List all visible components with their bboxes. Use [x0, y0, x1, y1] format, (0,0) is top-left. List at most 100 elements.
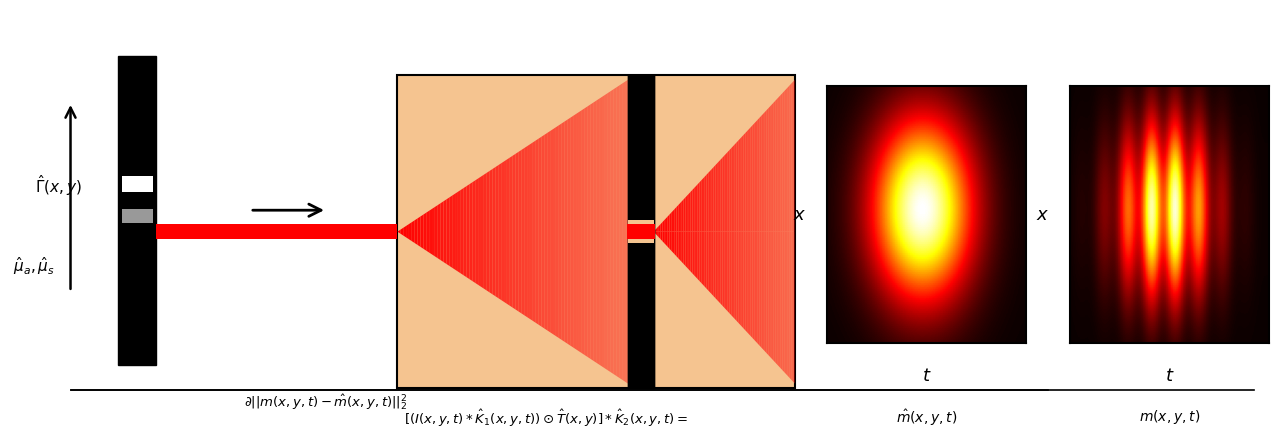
Polygon shape	[735, 232, 737, 321]
Polygon shape	[679, 232, 682, 262]
Polygon shape	[568, 118, 570, 346]
Polygon shape	[756, 232, 758, 344]
Polygon shape	[679, 201, 682, 232]
Polygon shape	[582, 108, 585, 355]
Polygon shape	[786, 88, 787, 232]
Polygon shape	[668, 232, 669, 249]
Polygon shape	[751, 232, 753, 338]
Polygon shape	[449, 196, 453, 268]
Polygon shape	[603, 95, 605, 369]
Polygon shape	[759, 232, 762, 347]
Polygon shape	[533, 141, 536, 323]
Polygon shape	[487, 171, 490, 293]
Polygon shape	[712, 232, 714, 296]
Polygon shape	[706, 232, 709, 290]
Polygon shape	[770, 232, 772, 359]
Polygon shape	[478, 177, 481, 287]
Polygon shape	[763, 112, 765, 232]
Polygon shape	[742, 232, 744, 329]
Polygon shape	[770, 104, 772, 232]
Polygon shape	[740, 137, 742, 232]
Polygon shape	[767, 108, 768, 232]
Text: t: t	[923, 367, 929, 385]
Bar	[122, 176, 153, 192]
Polygon shape	[564, 120, 568, 344]
Polygon shape	[672, 232, 673, 253]
Polygon shape	[513, 154, 515, 309]
Polygon shape	[724, 154, 726, 232]
Polygon shape	[753, 124, 754, 232]
Polygon shape	[717, 232, 719, 302]
Polygon shape	[677, 205, 678, 232]
Polygon shape	[599, 97, 603, 366]
Polygon shape	[744, 133, 745, 232]
Polygon shape	[664, 232, 665, 245]
Polygon shape	[720, 157, 723, 232]
Polygon shape	[614, 88, 617, 376]
Polygon shape	[687, 232, 688, 270]
Polygon shape	[659, 232, 660, 239]
Polygon shape	[785, 89, 786, 232]
Polygon shape	[715, 163, 717, 232]
Polygon shape	[527, 144, 529, 319]
Polygon shape	[781, 232, 782, 370]
Polygon shape	[773, 101, 776, 232]
Polygon shape	[683, 232, 686, 266]
Polygon shape	[703, 177, 705, 232]
Polygon shape	[768, 106, 770, 232]
Polygon shape	[767, 232, 768, 355]
Bar	[628, 75, 654, 388]
Polygon shape	[787, 85, 790, 232]
Polygon shape	[469, 182, 472, 281]
Polygon shape	[779, 95, 781, 232]
Polygon shape	[720, 232, 723, 306]
Polygon shape	[787, 232, 790, 378]
Polygon shape	[759, 116, 762, 232]
Polygon shape	[504, 160, 506, 304]
Polygon shape	[663, 232, 664, 243]
Polygon shape	[587, 104, 591, 359]
Polygon shape	[765, 110, 767, 232]
Polygon shape	[610, 89, 614, 374]
Polygon shape	[682, 232, 683, 264]
Polygon shape	[596, 99, 599, 365]
Polygon shape	[536, 139, 538, 325]
Polygon shape	[714, 165, 715, 232]
Polygon shape	[791, 82, 794, 232]
Polygon shape	[441, 201, 444, 262]
Polygon shape	[420, 214, 423, 249]
Text: t: t	[1167, 367, 1173, 385]
Polygon shape	[703, 232, 705, 287]
Polygon shape	[673, 232, 674, 254]
Polygon shape	[762, 232, 763, 349]
Polygon shape	[777, 97, 779, 232]
Polygon shape	[426, 211, 429, 253]
Polygon shape	[437, 203, 441, 260]
Bar	[628, 220, 654, 243]
Polygon shape	[782, 91, 785, 232]
Polygon shape	[677, 232, 678, 258]
Polygon shape	[697, 182, 700, 232]
Polygon shape	[674, 232, 677, 257]
Polygon shape	[715, 232, 717, 300]
Bar	[156, 224, 397, 239]
Polygon shape	[691, 232, 692, 273]
Polygon shape	[731, 146, 733, 232]
Polygon shape	[728, 150, 729, 232]
Polygon shape	[524, 146, 527, 317]
Polygon shape	[700, 181, 701, 232]
Polygon shape	[412, 220, 414, 243]
Polygon shape	[756, 120, 758, 232]
Polygon shape	[409, 222, 412, 241]
Polygon shape	[654, 232, 655, 233]
Polygon shape	[490, 169, 492, 294]
Text: $m(x,y,t)$: $m(x,y,t)$	[1140, 408, 1200, 426]
Polygon shape	[669, 232, 672, 251]
Polygon shape	[576, 112, 579, 351]
Polygon shape	[506, 157, 510, 306]
Polygon shape	[714, 232, 715, 298]
Polygon shape	[664, 218, 665, 232]
Polygon shape	[737, 141, 738, 232]
Polygon shape	[515, 152, 518, 311]
Polygon shape	[550, 129, 553, 334]
